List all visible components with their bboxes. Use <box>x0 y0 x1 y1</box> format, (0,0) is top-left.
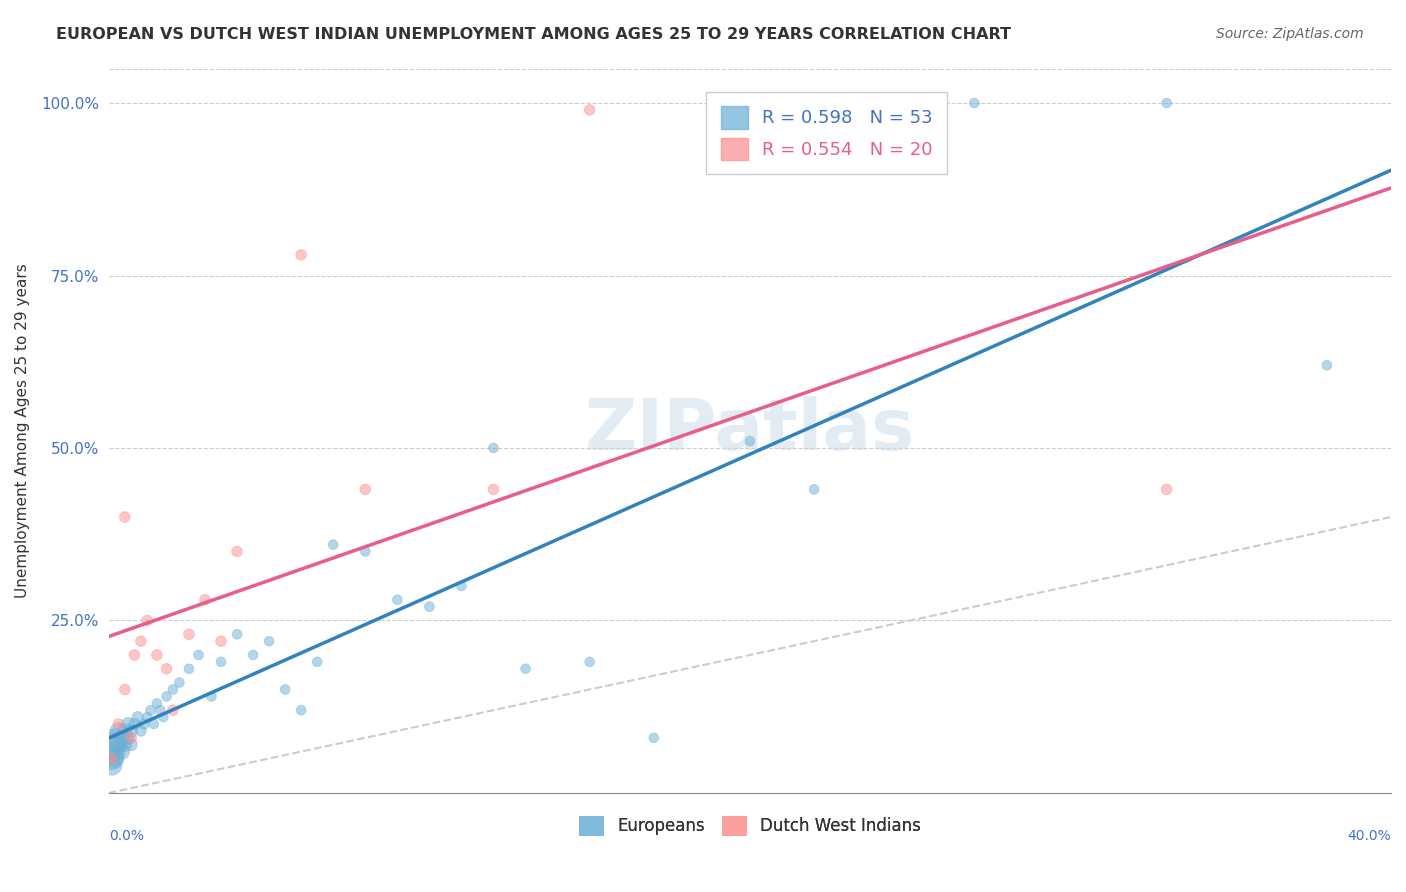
Point <box>114 738 136 752</box>
Point <box>257 634 280 648</box>
Point <box>226 627 249 641</box>
Point <box>209 634 232 648</box>
Point <box>482 483 505 497</box>
Point <box>482 441 505 455</box>
Point <box>127 710 149 724</box>
Point <box>738 434 761 449</box>
Point <box>418 599 440 614</box>
Point <box>1156 95 1178 110</box>
Point <box>354 544 377 558</box>
Legend: Europeans, Dutch West Indians: Europeans, Dutch West Indians <box>572 809 928 843</box>
Point <box>242 648 264 662</box>
Text: 0.0%: 0.0% <box>108 830 143 843</box>
Point <box>274 682 297 697</box>
Point <box>117 731 139 745</box>
Point <box>146 648 169 662</box>
Point <box>111 745 134 759</box>
Point <box>169 675 191 690</box>
Point <box>132 717 155 731</box>
Text: Source: ZipAtlas.com: Source: ZipAtlas.com <box>1216 27 1364 41</box>
Point <box>129 634 152 648</box>
Point <box>194 592 217 607</box>
Point <box>226 544 249 558</box>
Point <box>124 648 146 662</box>
Point <box>104 731 127 745</box>
Point <box>155 662 177 676</box>
Point <box>450 579 472 593</box>
Point <box>104 745 127 759</box>
Point <box>307 655 329 669</box>
Point <box>111 731 134 745</box>
Point <box>200 690 222 704</box>
Point <box>104 751 127 765</box>
Point <box>120 738 142 752</box>
Point <box>803 483 825 497</box>
Point <box>387 592 409 607</box>
Point <box>114 682 136 697</box>
Point <box>142 717 165 731</box>
Point <box>290 248 312 262</box>
Point <box>107 723 129 738</box>
Y-axis label: Unemployment Among Ages 25 to 29 years: Unemployment Among Ages 25 to 29 years <box>15 263 30 599</box>
Point <box>177 627 200 641</box>
Text: 40.0%: 40.0% <box>1347 830 1391 843</box>
Point <box>136 614 159 628</box>
Point <box>101 758 124 772</box>
Point <box>114 723 136 738</box>
Point <box>187 648 209 662</box>
Point <box>515 662 537 676</box>
Point <box>152 710 174 724</box>
Point <box>578 655 600 669</box>
Text: EUROPEAN VS DUTCH WEST INDIAN UNEMPLOYMENT AMONG AGES 25 TO 29 YEARS CORRELATION: EUROPEAN VS DUTCH WEST INDIAN UNEMPLOYME… <box>56 27 1011 42</box>
Point <box>120 731 142 745</box>
Point <box>139 703 162 717</box>
Point <box>209 655 232 669</box>
Point <box>120 723 142 738</box>
Point <box>101 751 124 765</box>
Point <box>354 483 377 497</box>
Point <box>107 717 129 731</box>
Point <box>578 103 600 117</box>
Point <box>117 717 139 731</box>
Point <box>101 738 124 752</box>
Point <box>124 717 146 731</box>
Point <box>101 751 124 765</box>
Text: ZIPatlas: ZIPatlas <box>585 396 915 466</box>
Point <box>136 710 159 724</box>
Point <box>155 690 177 704</box>
Point <box>1156 483 1178 497</box>
Point <box>107 738 129 752</box>
Point <box>146 696 169 710</box>
Point <box>177 662 200 676</box>
Point <box>322 538 344 552</box>
Point <box>290 703 312 717</box>
Point <box>114 510 136 524</box>
Point <box>1316 358 1339 372</box>
Point <box>129 723 152 738</box>
Point <box>149 703 172 717</box>
Point <box>162 682 184 697</box>
Point <box>963 95 986 110</box>
Point <box>162 703 184 717</box>
Point <box>643 731 665 745</box>
